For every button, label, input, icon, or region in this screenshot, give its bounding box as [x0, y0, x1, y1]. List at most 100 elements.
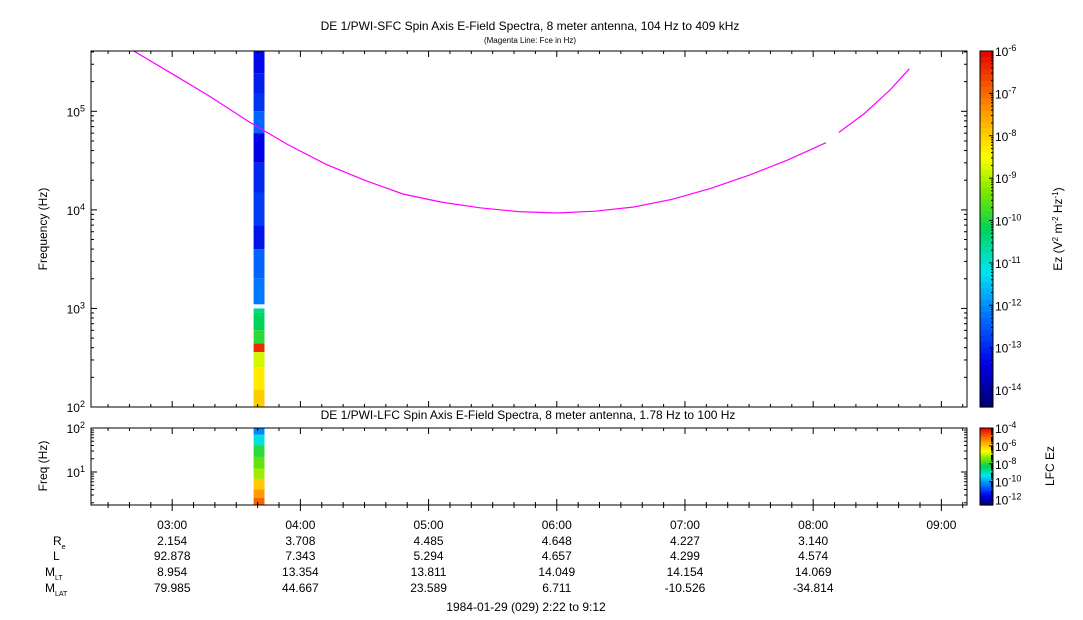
colorbar-swatch [980, 449, 993, 452]
colorbar-swatch [980, 323, 993, 331]
fce-line-segment [133, 51, 827, 214]
ephemeris-value: 79.985 [154, 581, 191, 595]
sfc-colorbar: 10-6 10-7 10-8 10-9 10-10 10-11 10-12 10-13 10-1… [979, 43, 1021, 408]
colorbar-swatch [980, 502, 993, 505]
heatmap-cell [253, 428, 265, 435]
y-tick-label: 105 [67, 103, 85, 119]
colorbar-swatch [980, 466, 993, 469]
colorbar-swatch [980, 264, 993, 272]
colorbar-swatch [980, 145, 993, 153]
colorbar-swatch [980, 104, 993, 111]
colorbar-swatch [980, 462, 993, 465]
colorbar-swatch [980, 498, 993, 501]
colorbar-tick-label: 10-10 [995, 474, 1021, 490]
colorbar-tick-label: 10-12 [995, 492, 1021, 508]
ephemeris-value: 4.574 [798, 549, 828, 563]
heatmap-cell [253, 162, 265, 193]
lfc-y-axis-label: Freq (Hz) [36, 441, 50, 492]
colorbar-swatch [980, 223, 993, 230]
ephemeris-value: 7.343 [285, 549, 315, 563]
heatmap-cell [253, 367, 265, 390]
heatmap-cell [253, 330, 265, 344]
colorbar-swatch [980, 497, 993, 500]
colorbar-swatch [980, 442, 993, 444]
colorbar-swatch [980, 181, 993, 189]
colorbar-swatch [980, 480, 993, 483]
colorbar-swatch [980, 458, 993, 461]
ephemeris-value: -10.526 [665, 581, 706, 595]
ephemeris-value: 13.354 [282, 565, 319, 579]
colorbar-swatch [980, 240, 993, 248]
time-axis-ticks: 03:00 04:00 05:00 06:00 07:00 08:00 09:00 [107, 51, 964, 532]
colorbar-swatch [980, 229, 993, 236]
ephemeris-row-label: Re [53, 534, 66, 551]
lfc-plot-frame [90, 427, 968, 506]
ephemeris-value: 14.069 [795, 565, 832, 579]
ephemeris-value: 4.648 [542, 534, 572, 548]
colorbar-swatch [980, 444, 993, 447]
colorbar-swatch [980, 157, 993, 165]
ephemeris-value: 92.878 [154, 549, 191, 563]
colorbar-swatch [980, 211, 993, 218]
ephemeris-value: 3.708 [285, 534, 315, 548]
colorbar-swatch [980, 92, 993, 100]
colorbar-swatch [980, 122, 993, 129]
x-tick-label: 04:00 [285, 518, 315, 532]
y-tick-label: 103 [67, 300, 85, 316]
colorbar-swatch [980, 80, 993, 88]
colorbar-swatch [980, 341, 993, 349]
colorbar-swatch [980, 470, 993, 473]
ephemeris-value: 4.485 [414, 534, 444, 548]
ephemeris-row-label: L [53, 549, 60, 563]
colorbar-swatch [980, 252, 993, 260]
heatmap-cell [253, 308, 265, 313]
sfc-y-ticks: 102 103 104 105 [67, 51, 967, 415]
colorbar-swatch [980, 487, 993, 489]
colorbar-swatch [980, 434, 993, 437]
colorbar-swatch [980, 483, 993, 486]
colorbar-swatch [980, 494, 993, 497]
colorbar-swatch [980, 169, 993, 177]
colorbar-swatch [980, 461, 993, 464]
ephemeris-value: 5.294 [414, 549, 444, 563]
colorbar-swatch [980, 270, 993, 278]
colorbar-swatch [980, 217, 993, 224]
heatmap-cell [253, 312, 265, 331]
x-tick-label: 05:00 [414, 518, 444, 532]
colorbar-swatch [980, 493, 993, 496]
colorbar-swatch [980, 306, 993, 313]
colorbar-swatch [980, 335, 993, 343]
colorbar-tick-label: 10-7 [995, 85, 1016, 101]
colorbar-swatch [980, 488, 993, 491]
colorbar-swatch [980, 447, 993, 450]
chart-subtitle: (Magenta Line: Fce in Hz) [484, 36, 576, 45]
colorbar-swatch [980, 490, 993, 493]
time-range-footer: 1984-01-29 (029) 2:22 to 9:12 [446, 600, 606, 614]
colorbar-swatch [980, 199, 993, 206]
colorbar-swatch [980, 492, 993, 495]
heatmap-cell [253, 497, 265, 505]
ephemeris-value: 4.657 [542, 549, 572, 563]
y-tick-label: 102 [67, 420, 85, 436]
lfc-title: DE 1/PWI-LFC Spin Axis E-Field Spectra, … [321, 408, 736, 422]
heatmap-cell [253, 456, 265, 469]
colorbar-swatch [980, 457, 993, 460]
colorbar-swatch [980, 463, 993, 466]
colorbar-tick-label: 10-8 [995, 128, 1016, 144]
ephemeris-value: 8.954 [157, 565, 187, 579]
colorbar-swatch [980, 68, 993, 76]
colorbar-swatch [980, 151, 993, 159]
colorbar-swatch [980, 318, 993, 325]
colorbar-swatch [980, 453, 993, 456]
colorbar-swatch [980, 471, 993, 474]
colorbar-swatch [980, 472, 993, 475]
fce-line [133, 51, 910, 214]
colorbar-swatch [980, 499, 993, 502]
lfc-heatmap-cells [253, 428, 265, 505]
colorbar-tick-label: 10-10 [995, 213, 1021, 229]
colorbar-swatch [980, 134, 993, 141]
colorbar-swatch [980, 276, 993, 283]
y-tick-label: 101 [67, 464, 85, 480]
colorbar-swatch [980, 460, 993, 462]
